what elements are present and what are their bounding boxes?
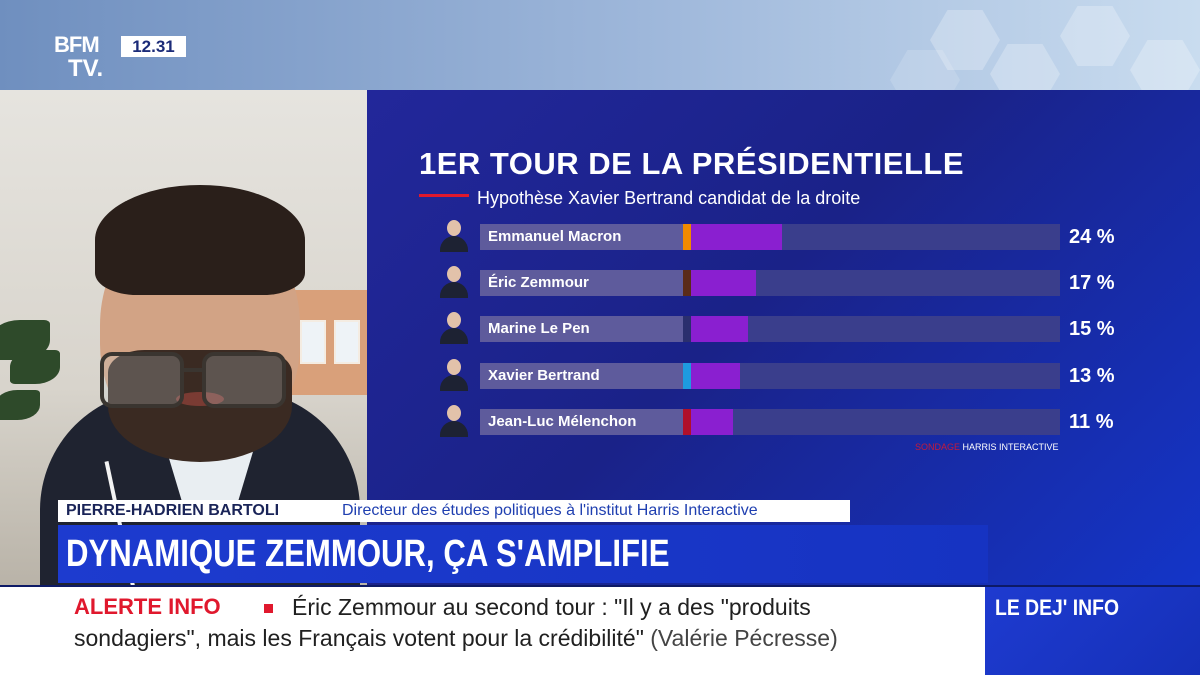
- ticker-text-line1: Éric Zemmour au second tour : "Il y a de…: [292, 594, 811, 620]
- candidate-row: Emmanuel Macron 24 %: [437, 220, 1197, 252]
- guest-name-strip: PIERRE-HADRIEN BARTOLI Directeur des étu…: [58, 500, 850, 522]
- bar-value: [691, 363, 740, 389]
- candidate-name: Marine Le Pen: [488, 320, 590, 337]
- headline-box: DYNAMIQUE ZEMMOUR, ÇA S'AMPLIFIE: [58, 525, 988, 583]
- candidate-row: Marine Le Pen 15 %: [437, 312, 1197, 344]
- candidate-portrait: [437, 218, 471, 252]
- bar-value: [691, 409, 733, 435]
- value-label: 11 %: [1069, 411, 1114, 433]
- bar-track: Xavier Bertrand: [480, 363, 1060, 389]
- headline: DYNAMIQUE ZEMMOUR, ÇA S'AMPLIFIE: [66, 533, 670, 575]
- guest-name: PIERRE-HADRIEN BARTOLI: [66, 502, 280, 519]
- candidate-row: Xavier Bertrand 13 %: [437, 359, 1197, 391]
- bar-track: Emmanuel Macron: [480, 224, 1060, 250]
- guest-role: Directeur des études politiques à l'inst…: [342, 502, 758, 519]
- candidate-row: Éric Zemmour 17 %: [437, 266, 1197, 298]
- bfmtv-logo: BFM TV.: [54, 32, 104, 82]
- party-color-stripe: [683, 409, 691, 435]
- bar-track: Jean-Luc Mélenchon: [480, 409, 1060, 435]
- bar-value: [691, 270, 756, 296]
- candidate-portrait: [437, 310, 471, 344]
- chart-source: SONDAGE HARRIS INTERACTIVE: [915, 442, 1059, 452]
- value-label: 24 %: [1069, 226, 1115, 248]
- value-label: 15 %: [1069, 318, 1115, 340]
- value-label: 17 %: [1069, 272, 1115, 294]
- candidate-name: Emmanuel Macron: [488, 228, 622, 245]
- party-color-stripe: [683, 363, 691, 389]
- bar-rows: Emmanuel Macron 24 % Éric Zemmour 17 % M…: [437, 220, 1197, 439]
- chart-title: 1ER TOUR DE LA PRÉSIDENTIELLE: [419, 146, 965, 181]
- alert-label: ALERTE INFO: [74, 594, 221, 619]
- candidate-name: Éric Zemmour: [488, 274, 589, 291]
- candidate-row: Jean-Luc Mélenchon 11 %: [437, 405, 1197, 437]
- ticker-attribution: (Valérie Pécresse): [650, 625, 838, 651]
- ticker-text-line2: sondagiers", mais les Français votent po…: [74, 625, 838, 651]
- window: [292, 290, 367, 395]
- clock: 12.31: [121, 36, 186, 57]
- bar-track: Marine Le Pen: [480, 316, 1060, 342]
- subtitle-accent-line: [419, 194, 469, 197]
- bar-track: Éric Zemmour: [480, 270, 1060, 296]
- alert-square-icon: [264, 604, 273, 613]
- party-color-stripe: [683, 270, 691, 296]
- candidate-name: Xavier Bertrand: [488, 367, 600, 384]
- candidate-portrait: [437, 357, 471, 391]
- program-label-box: LE DEJ' INFO: [985, 587, 1200, 675]
- chart-subtitle: Hypothèse Xavier Bertrand candidat de la…: [477, 188, 861, 208]
- top-band: [0, 0, 1200, 90]
- value-label: 13 %: [1069, 365, 1115, 387]
- candidate-portrait: [437, 264, 471, 298]
- candidate-name: Jean-Luc Mélenchon: [488, 413, 637, 430]
- bar-value: [691, 316, 748, 342]
- candidate-portrait: [437, 403, 471, 437]
- bar-value: [691, 224, 782, 250]
- party-color-stripe: [683, 224, 691, 250]
- news-ticker: ALERTE INFO Éric Zemmour au second tour …: [0, 587, 985, 675]
- party-color-stripe: [683, 316, 691, 342]
- program-label: LE DEJ' INFO: [995, 595, 1120, 620]
